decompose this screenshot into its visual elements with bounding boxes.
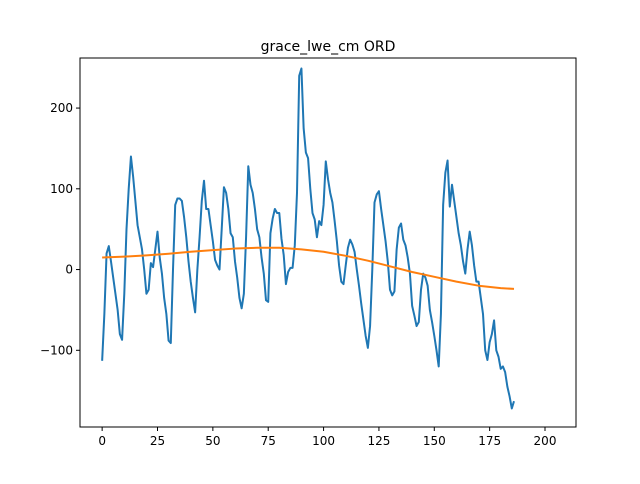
y-tick-label: −100 — [40, 343, 73, 357]
x-tick-label: 100 — [312, 434, 335, 448]
plot-frame — [79, 57, 577, 428]
series-line-1 — [101, 67, 515, 410]
x-tick-label: 50 — [205, 434, 220, 448]
x-tick-label: 0 — [98, 434, 106, 448]
axes: 0 25 50 75 100 125 150 175 200 −100 0 100 200 — [40, 101, 556, 448]
x-tick-label: 125 — [367, 434, 390, 448]
chart-title: grace_lwe_cm ORD — [261, 39, 396, 55]
x-tick-label: 150 — [423, 434, 446, 448]
x-tick-label: 175 — [478, 434, 501, 448]
y-tick-label: 200 — [50, 101, 73, 115]
series-line-2 — [102, 246, 515, 290]
y-tick-label: 0 — [65, 263, 73, 277]
y-tick-label: 100 — [50, 182, 73, 196]
x-tick-label: 200 — [534, 434, 557, 448]
x-tick-label: 25 — [150, 434, 165, 448]
x-tick-label: 75 — [261, 434, 276, 448]
plot-lines — [101, 67, 515, 410]
